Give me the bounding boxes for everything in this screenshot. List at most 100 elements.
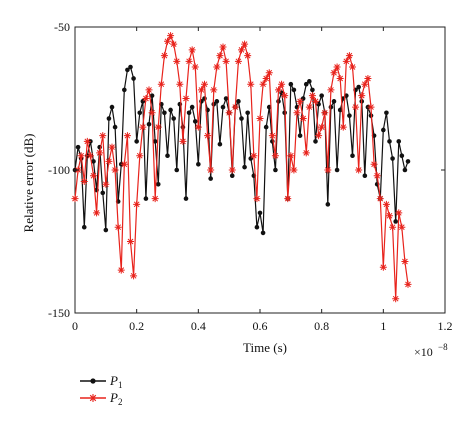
data-point-p1 bbox=[393, 219, 398, 224]
data-point-p2 bbox=[197, 86, 205, 94]
data-point-p2 bbox=[96, 149, 104, 157]
x-tick-label: 0 bbox=[72, 319, 78, 333]
data-point-p2 bbox=[364, 74, 372, 82]
data-point-p1 bbox=[239, 116, 244, 121]
data-point-p1 bbox=[174, 167, 180, 173]
data-point-p1 bbox=[109, 104, 115, 110]
data-point-p2 bbox=[204, 132, 212, 140]
data-point-p1 bbox=[155, 182, 161, 187]
data-point-p2 bbox=[219, 43, 227, 51]
data-point-p2 bbox=[173, 57, 181, 65]
data-point-p1 bbox=[137, 110, 143, 116]
data-point-p1 bbox=[291, 87, 297, 93]
data-point-p1 bbox=[202, 96, 207, 101]
data-point-p2 bbox=[71, 195, 79, 203]
data-point-p1 bbox=[402, 167, 408, 173]
legend-label-p2: P2 bbox=[109, 390, 122, 407]
data-point-p2 bbox=[315, 132, 323, 140]
data-point-p1 bbox=[196, 161, 201, 167]
data-point-p1 bbox=[100, 190, 106, 196]
data-point-p1 bbox=[75, 144, 81, 150]
data-point-p2 bbox=[395, 209, 403, 217]
data-point-p2 bbox=[216, 52, 224, 60]
data-point-p2 bbox=[191, 63, 199, 71]
data-point-p2 bbox=[256, 115, 264, 123]
y-tick-label: -100 bbox=[48, 163, 70, 177]
data-point-p2 bbox=[231, 103, 239, 111]
data-point-p1 bbox=[236, 99, 241, 104]
data-point-p1 bbox=[328, 104, 334, 110]
data-point-p1 bbox=[149, 93, 155, 98]
data-point-p1 bbox=[112, 124, 118, 130]
data-point-p1 bbox=[288, 81, 294, 87]
data-point-p2 bbox=[358, 92, 366, 100]
x-multiplier-exponent: −8 bbox=[438, 342, 448, 352]
legend-marker-p2 bbox=[89, 394, 97, 402]
data-point-p2 bbox=[201, 80, 208, 88]
data-point-p2 bbox=[401, 258, 409, 266]
data-point-p1 bbox=[81, 224, 87, 230]
data-point-p2 bbox=[275, 86, 282, 94]
data-point-p1 bbox=[162, 110, 167, 116]
data-point-p2 bbox=[349, 63, 356, 71]
data-point-p1 bbox=[128, 64, 133, 70]
y-tick-label: -50 bbox=[54, 20, 70, 34]
data-point-p2 bbox=[302, 149, 310, 157]
legend-label-p1: P1 bbox=[109, 373, 122, 390]
data-point-p1 bbox=[273, 167, 278, 173]
data-point-p2 bbox=[398, 223, 406, 231]
data-point-p1 bbox=[122, 87, 127, 93]
data-point-p2 bbox=[318, 123, 326, 131]
data-point-p2 bbox=[151, 195, 159, 203]
data-point-p1 bbox=[171, 116, 176, 121]
data-point-p2 bbox=[188, 46, 196, 54]
data-point-p2 bbox=[278, 80, 286, 88]
data-point-p2 bbox=[90, 172, 97, 180]
data-point-p1 bbox=[325, 202, 331, 207]
data-point-p2 bbox=[392, 295, 400, 303]
data-point-p2 bbox=[305, 103, 313, 111]
data-point-p1 bbox=[331, 99, 337, 104]
data-point-p1 bbox=[405, 159, 411, 164]
legend-label-p1-sub: 1 bbox=[118, 380, 123, 390]
data-point-p2 bbox=[185, 57, 193, 65]
x-tick-label: 0.2 bbox=[129, 319, 144, 333]
data-point-p2 bbox=[130, 272, 138, 280]
data-point-p1 bbox=[362, 173, 368, 179]
data-point-p1 bbox=[399, 153, 405, 158]
data-point-p1 bbox=[229, 173, 235, 179]
data-point-p1 bbox=[189, 104, 195, 110]
data-point-p2 bbox=[404, 280, 412, 288]
data-point-p1 bbox=[313, 139, 318, 144]
data-point-p2 bbox=[123, 132, 131, 140]
data-point-p2 bbox=[281, 92, 289, 100]
data-point-p2 bbox=[290, 166, 298, 174]
data-point-p2 bbox=[179, 137, 187, 145]
data-point-p1 bbox=[260, 230, 266, 236]
data-point-p2 bbox=[77, 152, 85, 160]
data-point-p2 bbox=[93, 209, 101, 217]
data-point-p2 bbox=[194, 123, 202, 131]
data-point-p1 bbox=[220, 104, 226, 110]
data-point-p2 bbox=[312, 97, 319, 105]
data-point-p1 bbox=[242, 164, 247, 170]
data-point-p2 bbox=[139, 123, 147, 131]
data-point-p1 bbox=[103, 227, 109, 233]
data-point-p1 bbox=[396, 139, 402, 144]
data-point-p2 bbox=[170, 40, 178, 48]
data-point-p2 bbox=[271, 152, 279, 160]
data-point-p1 bbox=[334, 167, 340, 173]
legend-label-p1-name: P bbox=[109, 373, 118, 388]
data-point-p2 bbox=[120, 160, 128, 168]
data-point-p2 bbox=[164, 37, 171, 45]
x-tick-label: 1.2 bbox=[438, 319, 453, 333]
data-point-p1 bbox=[152, 139, 158, 144]
data-point-p1 bbox=[381, 127, 386, 133]
data-point-p2 bbox=[222, 57, 230, 65]
data-point-p1 bbox=[208, 176, 213, 181]
data-point-p1 bbox=[307, 79, 312, 84]
data-point-p2 bbox=[299, 115, 307, 123]
data-point-p2 bbox=[111, 166, 119, 174]
data-point-p2 bbox=[336, 74, 344, 82]
data-point-p2 bbox=[268, 132, 276, 140]
